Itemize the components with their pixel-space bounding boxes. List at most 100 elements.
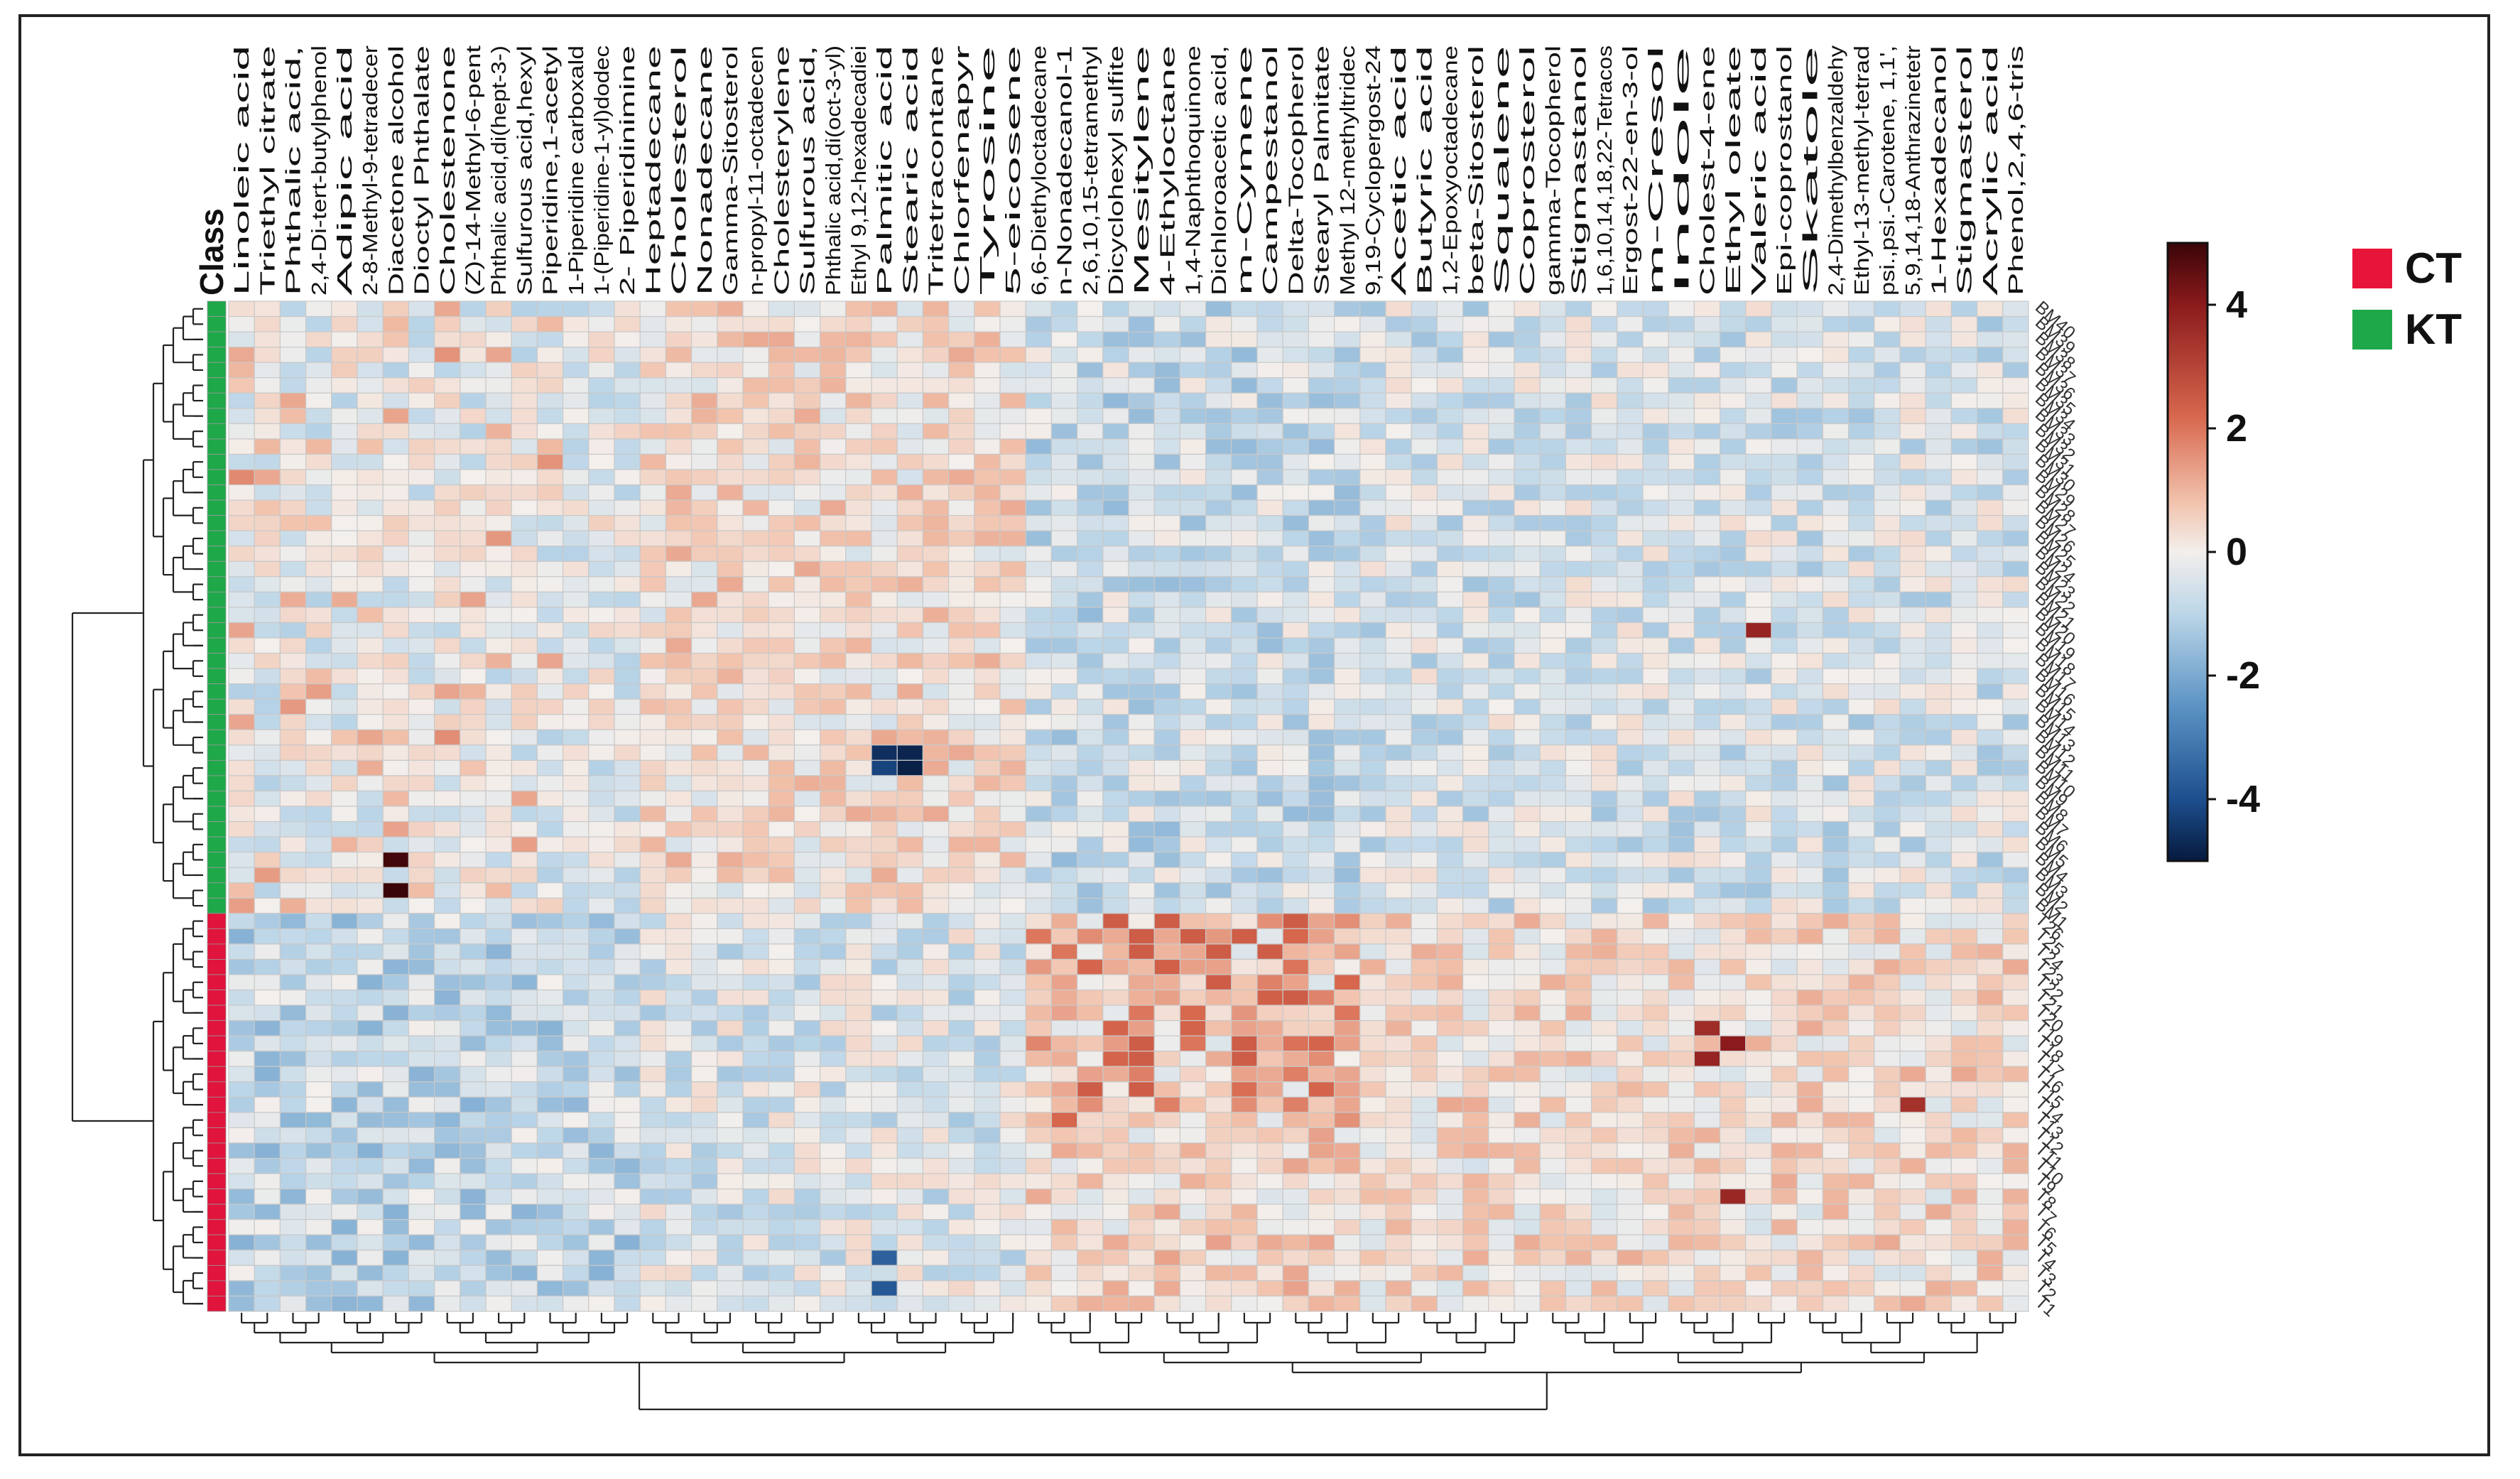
heatmap-cell (1256, 530, 1283, 547)
heatmap-cell (1359, 1219, 1386, 1235)
heatmap-cell (1539, 652, 1566, 669)
heatmap-cell (228, 347, 255, 363)
heatmap-cell (305, 607, 332, 624)
heatmap-cell (639, 683, 667, 700)
heatmap-cell (588, 1096, 615, 1113)
heatmap-cell (947, 714, 975, 730)
heatmap-cell (845, 1112, 872, 1129)
heatmap-cell (1205, 1264, 1232, 1282)
heatmap-cell (2002, 408, 2029, 424)
heatmap-cell (1796, 362, 1823, 379)
heatmap-cell (1050, 377, 1078, 394)
heatmap-cell (1179, 806, 1207, 823)
heatmap-cell (665, 1112, 693, 1129)
heatmap-cell (690, 928, 718, 945)
heatmap-cell (639, 1020, 667, 1036)
heatmap-cell (305, 974, 332, 991)
heatmap-cell (1359, 744, 1386, 761)
heatmap-cell (485, 775, 512, 792)
heatmap-cell (331, 530, 358, 547)
heatmap-cell (408, 637, 435, 654)
heatmap-cell (485, 943, 512, 960)
class-cell (207, 469, 227, 485)
heatmap-cell (665, 469, 693, 486)
heatmap-cell (382, 1035, 410, 1052)
heatmap-cell (845, 1096, 872, 1113)
heatmap-cell (1308, 897, 1335, 914)
heatmap-cell (1359, 499, 1386, 516)
heatmap-cell (279, 714, 307, 730)
heatmap-cell (1745, 1051, 1772, 1067)
heatmap-cell (279, 315, 307, 332)
heatmap-cell (1436, 315, 1464, 332)
heatmap-cell (1359, 729, 1386, 746)
heatmap-cell (1385, 775, 1412, 792)
heatmap-cell (845, 958, 872, 975)
heatmap-cell (1874, 1004, 1901, 1022)
heatmap-cell (331, 744, 358, 761)
heatmap-cell (999, 1188, 1026, 1205)
heatmap-cell (536, 1264, 564, 1282)
heatmap-cell (1720, 1234, 1747, 1251)
heatmap-cell (536, 1066, 564, 1083)
heatmap-cell (1977, 1066, 2004, 1083)
heatmap-cell (1179, 1157, 1207, 1174)
heatmap-cell (819, 622, 847, 639)
heatmap-cell (305, 913, 332, 929)
heatmap-cell (999, 836, 1026, 853)
heatmap-cell (1025, 423, 1052, 440)
heatmap-cell (1256, 1035, 1283, 1052)
heatmap-cell (1950, 820, 1978, 838)
heatmap-cell (1668, 714, 1695, 730)
heatmap-cell (999, 652, 1026, 669)
heatmap-cell (460, 1173, 487, 1190)
heatmap-cell (1642, 852, 1669, 868)
heatmap-cell (1745, 546, 1772, 562)
heatmap-cell (1899, 499, 1926, 516)
heatmap-cell (845, 882, 872, 899)
heatmap-cell (1617, 408, 1644, 424)
heatmap-cell (742, 1188, 769, 1205)
heatmap-cell (1436, 622, 1464, 639)
heatmap-cell (1359, 408, 1386, 424)
heatmap-cell (228, 1264, 255, 1282)
heatmap-cell (1102, 759, 1129, 776)
heatmap-cell (382, 729, 410, 746)
heatmap-cell (974, 759, 1001, 776)
heatmap-cell (1308, 882, 1335, 899)
heatmap-cell (1076, 1066, 1104, 1083)
heatmap-cell (1848, 423, 1875, 440)
heatmap-cell (1617, 315, 1644, 332)
heatmap-cell (1179, 714, 1207, 730)
heatmap-cell (819, 1096, 847, 1113)
heatmap-cell (305, 897, 332, 914)
heatmap-cell (1436, 958, 1464, 975)
heatmap-cell (1205, 1066, 1232, 1083)
heatmap-cell (1282, 315, 1309, 332)
heatmap-cell (1539, 897, 1566, 914)
class-cell (207, 852, 227, 868)
heatmap-cell (1539, 560, 1566, 578)
heatmap-cell (1462, 1112, 1489, 1129)
heatmap-cell (1025, 408, 1052, 424)
heatmap-cell (896, 1234, 923, 1251)
heatmap-cell (999, 759, 1026, 776)
heatmap-cell (614, 729, 641, 746)
heatmap-cell (768, 882, 795, 899)
heatmap-cell (1102, 698, 1129, 715)
heatmap-cell (562, 974, 590, 991)
heatmap-cell (1591, 943, 1618, 960)
heatmap-cell (511, 897, 538, 914)
heatmap-cell (1308, 1234, 1335, 1251)
heatmap-cell (871, 1081, 898, 1098)
heatmap-cell (1462, 897, 1489, 914)
heatmap-cell (1539, 1127, 1566, 1144)
heatmap-cell (1333, 759, 1361, 776)
heatmap-cell (562, 1020, 590, 1036)
heatmap-cell (1539, 974, 1566, 991)
heatmap-cell (1539, 1157, 1566, 1174)
heatmap-cell (460, 1020, 487, 1036)
heatmap-cell (1925, 438, 1952, 455)
heatmap-cell (1025, 1020, 1052, 1036)
heatmap-cell (717, 714, 744, 730)
